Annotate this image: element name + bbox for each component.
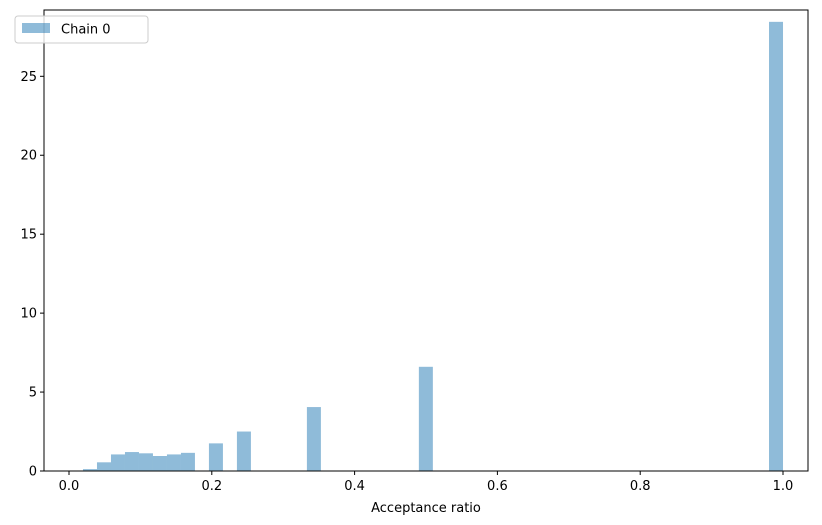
histogram-bar: [769, 21, 784, 471]
y-tick-label: 0: [29, 465, 37, 480]
histogram-bar: [124, 452, 139, 471]
histogram-bar: [208, 443, 223, 471]
legend-label: Chain 0: [61, 23, 111, 38]
legend-box: [14, 15, 149, 44]
y-tick-label: 25: [20, 70, 37, 85]
histogram-bar: [138, 453, 153, 471]
histogram-bar: [96, 462, 111, 471]
histogram-bar: [418, 366, 433, 471]
legend-swatch: [22, 23, 50, 33]
bars-group: [82, 21, 784, 471]
y-axis-ticks: 0 5 10 15 20 25: [20, 70, 44, 480]
x-tick-label: 0.6: [487, 479, 508, 494]
histogram-bar: [166, 454, 181, 471]
x-tick-label: 0.0: [59, 479, 80, 494]
x-tick-label: 1.0: [773, 479, 794, 494]
legend: Chain 0: [14, 15, 149, 44]
y-tick-label: 5: [29, 386, 37, 401]
x-tick-label: 0.2: [201, 479, 222, 494]
plot-frame: [43, 9, 809, 472]
y-tick-label: 20: [20, 149, 37, 164]
histogram-bar: [110, 454, 125, 471]
x-tick-label: 0.4: [344, 479, 365, 494]
y-tick-label: 10: [20, 307, 37, 322]
x-axis-label: Acceptance ratio: [371, 501, 481, 516]
x-tick-label: 0.8: [630, 479, 651, 494]
histogram-bar: [152, 456, 167, 471]
histogram-bar: [180, 452, 195, 471]
y-tick-label: 15: [20, 228, 37, 243]
histogram-bar: [82, 469, 97, 471]
histogram-bar: [236, 431, 251, 471]
x-axis-ticks: 0.0 0.2 0.4 0.6 0.8 1.0: [59, 471, 794, 494]
histogram-bar: [306, 407, 321, 471]
